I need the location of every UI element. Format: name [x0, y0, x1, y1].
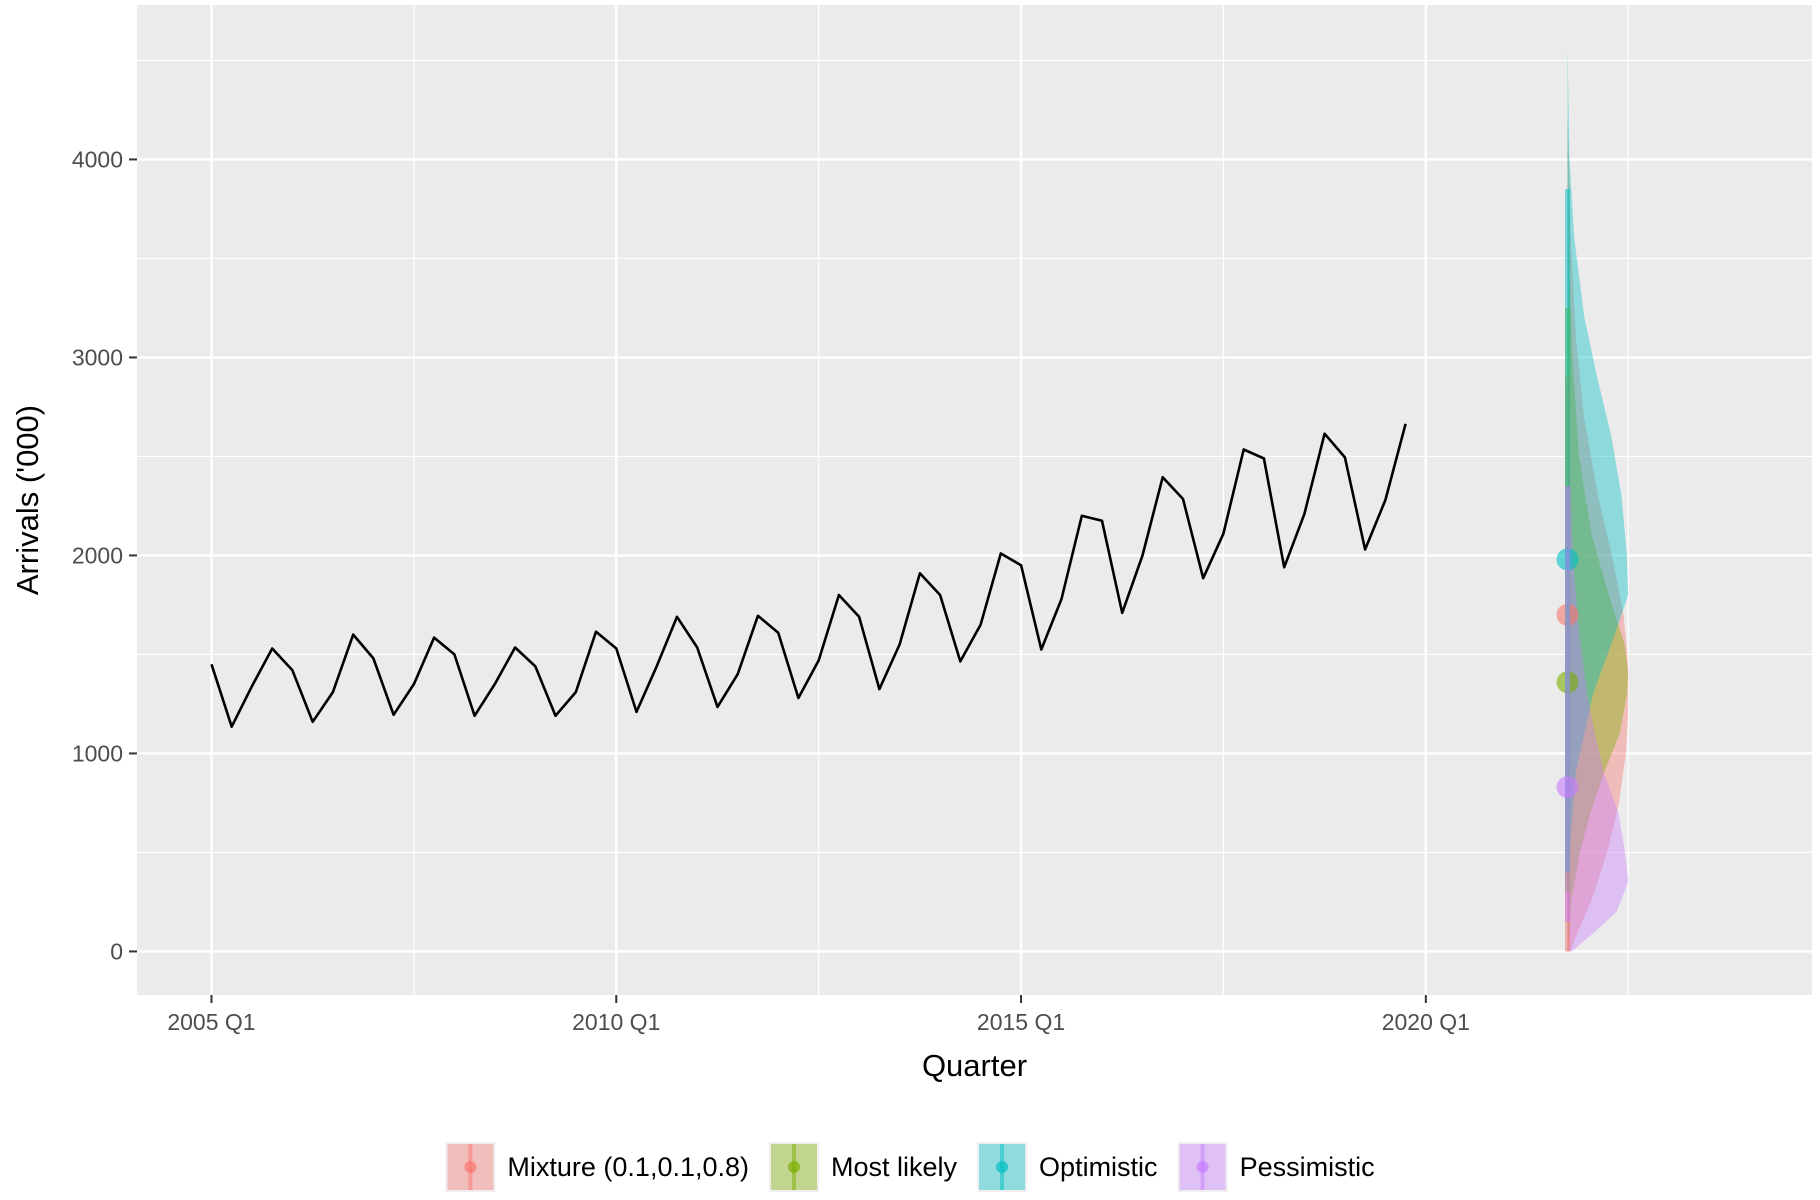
- y-tick-label: 2000: [72, 542, 123, 568]
- legend-key-point: [464, 1161, 477, 1173]
- forecast-density: [1567, 119, 1629, 952]
- forecast-density: [1567, 139, 1629, 952]
- y-tick-label: 0: [110, 938, 123, 964]
- panel-background: [137, 5, 1812, 995]
- y-tick-label: 3000: [72, 344, 123, 370]
- legend-key-point: [1196, 1161, 1209, 1173]
- legend-item: Pessimistic: [1177, 1142, 1375, 1192]
- x-axis-title: Quarter: [922, 1048, 1027, 1083]
- legend-label: Most likely: [831, 1152, 958, 1182]
- history-line-layer: [210, 423, 1407, 729]
- legend-item: Optimistic: [977, 1142, 1158, 1192]
- axis-layer: 2005 Q1 2010 Q1 2015 Q1 2020 Q1 0 1000 2000 300…: [72, 146, 1470, 1035]
- grid-minor: [137, 5, 1812, 995]
- forecast-point: [1556, 776, 1579, 799]
- legend-label: Optimistic: [1039, 1152, 1158, 1182]
- x-tick-label: 2015 Q1: [977, 1009, 1065, 1035]
- x-tick-label: 2005 Q1: [167, 1009, 255, 1035]
- legend-label: Pessimistic: [1240, 1152, 1375, 1182]
- forecast-density: [1567, 119, 1629, 952]
- grid-major: [137, 5, 1812, 995]
- x-tick-label: 2020 Q1: [1382, 1009, 1470, 1035]
- legend: Mixture (0.1,0.1,0.8) Most likely Optimist…: [445, 1142, 1375, 1192]
- forecast-density: [1567, 50, 1629, 952]
- y-tick-label: 1000: [72, 740, 123, 766]
- history-series-line: [210, 423, 1407, 729]
- legend-key-point: [996, 1161, 1009, 1173]
- x-tick-label: 2010 Q1: [572, 1009, 660, 1035]
- legend-item: Mixture (0.1,0.1,0.8): [445, 1142, 749, 1192]
- legend-key-point: [788, 1161, 801, 1173]
- legend-item: Most likely: [769, 1142, 958, 1192]
- y-axis-title: Arrivals ('000): [10, 405, 45, 595]
- y-tick-label: 4000: [72, 146, 123, 172]
- legend-label: Mixture (0.1,0.1,0.8): [507, 1152, 749, 1182]
- forecast-layer: [1556, 50, 1629, 952]
